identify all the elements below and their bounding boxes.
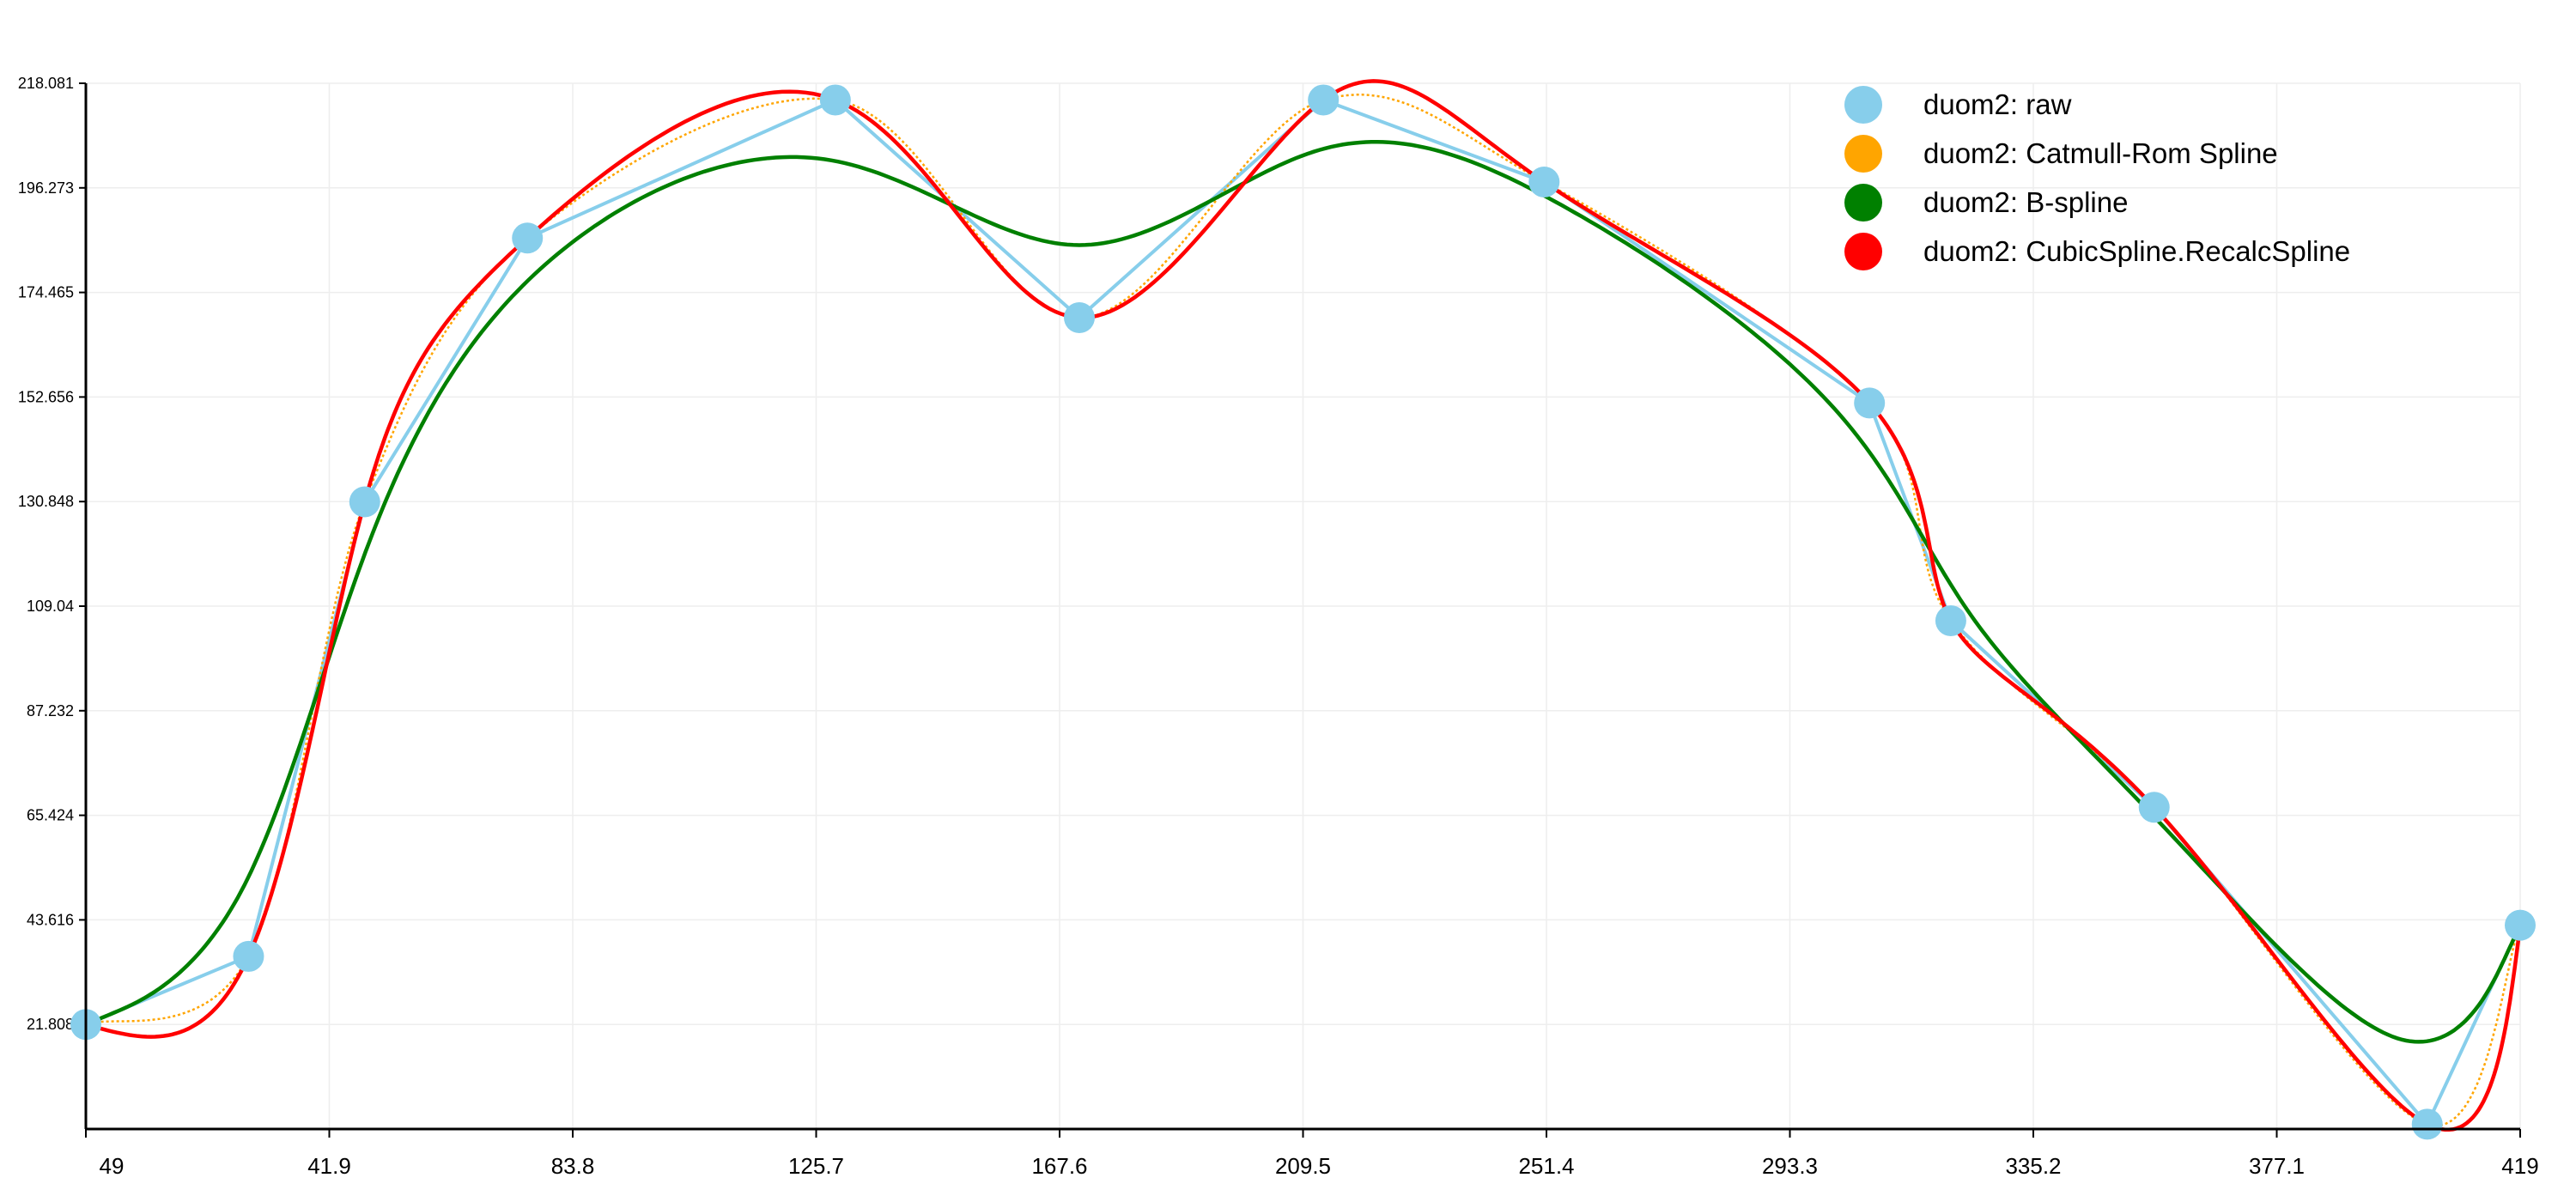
y-tick-label: 218.081: [18, 75, 74, 92]
b-spline-path: [84, 140, 2523, 1044]
x-tick-label: 251.4: [1518, 1153, 1574, 1179]
legend-swatch: [1844, 184, 1882, 222]
x-tick-label: 209.5: [1275, 1153, 1331, 1179]
legend-label: duom2: CubicSpline.RecalcSpline: [1923, 235, 2350, 267]
legend-swatch: [1844, 86, 1882, 124]
raw-point-marker: [2411, 1108, 2443, 1140]
legend: duom2: raw duom2: Catmull-Rom Spline duom2…: [1844, 86, 2350, 270]
raw-markers: [70, 84, 2536, 1140]
x-tick-label: 293.3: [1762, 1153, 1818, 1179]
legend-item: duom2: raw: [1844, 86, 2072, 124]
y-axis-ticks: 21.808 43.616 65.424 87.232 109.04 130.848 152…: [18, 75, 86, 1033]
x-tick-label: 49: [100, 1153, 125, 1179]
y-tick-label: 109.04: [27, 598, 74, 615]
legend-label: duom2: B-spline: [1923, 186, 2128, 218]
y-tick-label: 152.656: [18, 388, 74, 405]
raw-point-marker: [2505, 909, 2536, 941]
raw-point-marker: [233, 940, 264, 972]
legend-item: duom2: CubicSpline.RecalcSpline: [1844, 233, 2350, 270]
x-tick-label: 41.9: [307, 1153, 351, 1179]
raw-point-marker: [512, 222, 544, 254]
raw-point-marker: [1854, 387, 1886, 419]
y-tick-label: 65.424: [27, 807, 74, 824]
legend-item: duom2: B-spline: [1844, 184, 2128, 222]
raw-point-marker: [2138, 792, 2170, 823]
y-tick-label: 130.848: [18, 493, 74, 510]
x-tick-label: 167.6: [1031, 1153, 1087, 1179]
raw-point-marker: [1935, 604, 1966, 636]
legend-swatch: [1844, 233, 1882, 270]
raw-point-marker: [349, 486, 380, 518]
y-tick-label: 21.808: [27, 1016, 74, 1033]
x-tick-label: 377.1: [2249, 1153, 2305, 1179]
raw-point-marker: [1528, 166, 1560, 197]
legend-label: duom2: Catmull-Rom Spline: [1923, 137, 2278, 169]
grid: [86, 82, 2521, 1129]
legend-swatch: [1844, 135, 1882, 173]
legend-label: duom2: raw: [1923, 88, 2072, 120]
y-tick-label: 196.273: [18, 179, 74, 197]
x-tick-label: 83.8: [551, 1153, 595, 1179]
series-b-spline: [84, 140, 2523, 1044]
y-tick-label: 87.232: [27, 702, 74, 719]
legend-item: duom2: Catmull-Rom Spline: [1844, 135, 2278, 173]
y-tick-label: 43.616: [27, 911, 74, 928]
raw-point-marker: [1308, 84, 1340, 116]
axes: [84, 83, 2520, 1131]
x-tick-label: 125.7: [788, 1153, 844, 1179]
x-tick-label: 335.2: [2005, 1153, 2061, 1179]
raw-point-marker: [819, 84, 851, 116]
raw-point-marker: [1064, 302, 1096, 334]
x-axis-ticks: 49 41.9 83.8 125.7 167.6 209.5 251.4 293.3 335.2…: [85, 1129, 2539, 1179]
x-tick-label: 419: [2501, 1153, 2538, 1179]
y-tick-label: 174.465: [18, 284, 74, 301]
